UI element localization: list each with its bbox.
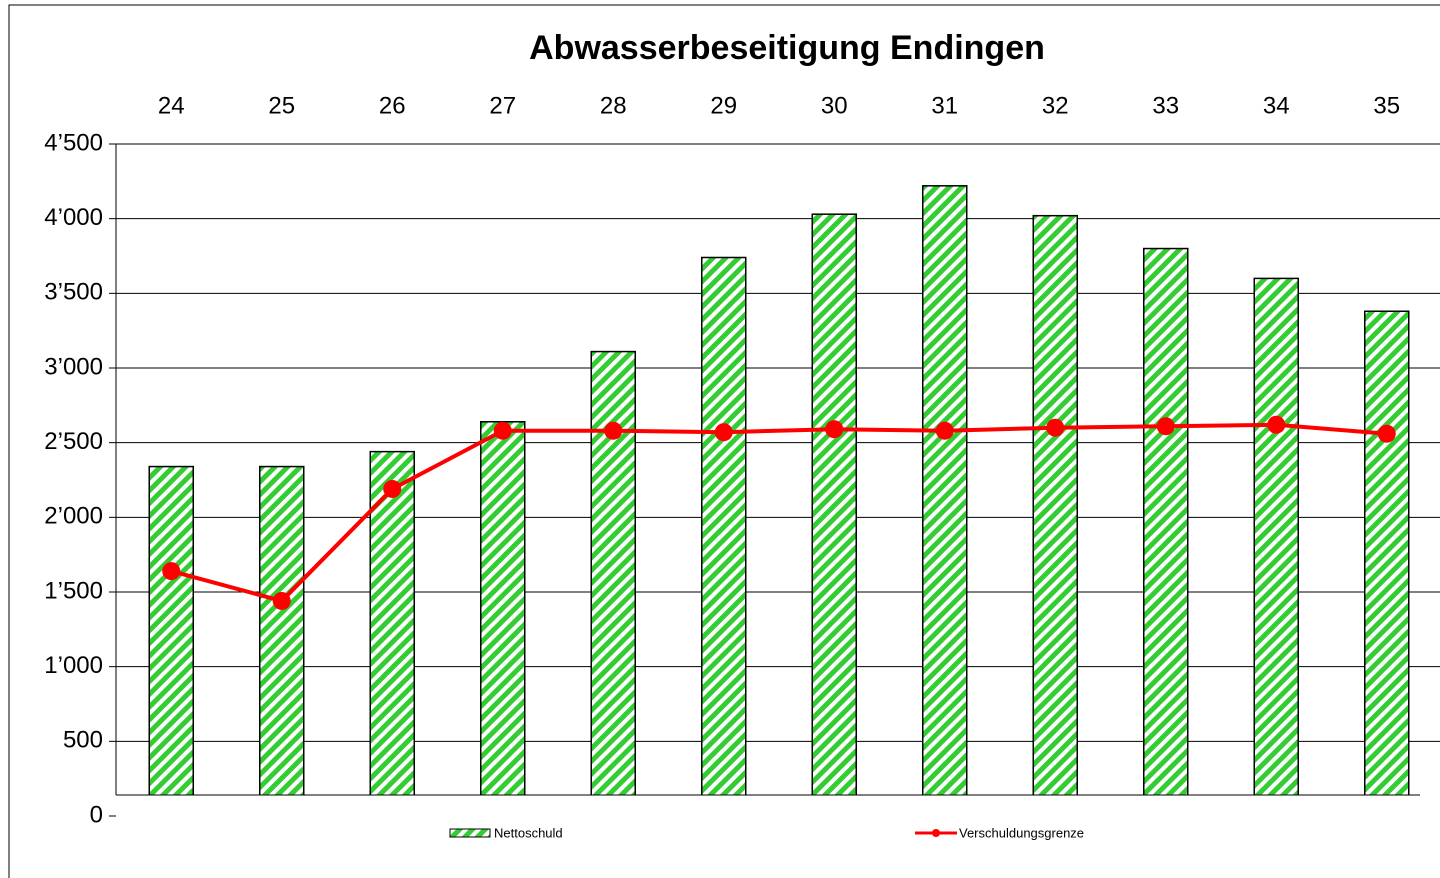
y-tick-label: 0 <box>90 801 103 828</box>
line-marker <box>714 423 733 442</box>
plot-area <box>116 143 1440 795</box>
x-tick-label: 31 <box>931 92 958 119</box>
x-tick-label: 24 <box>158 92 185 119</box>
bar <box>811 213 857 795</box>
line-marker <box>1156 417 1175 436</box>
x-tick-label: 25 <box>268 92 295 119</box>
y-tick-label: 1’500 <box>44 577 103 604</box>
x-tick-label: 35 <box>1373 92 1400 119</box>
y-tick-label: 3’000 <box>44 353 103 380</box>
line-marker <box>825 420 844 439</box>
line-marker <box>1267 415 1286 434</box>
x-tick-label: 33 <box>1152 92 1179 119</box>
y-tick-label: 500 <box>63 727 103 754</box>
line-marker <box>1377 424 1396 443</box>
chart-title: Abwasserbeseitigung Endingen <box>529 29 1045 67</box>
x-tick-label: 27 <box>489 92 516 119</box>
bar <box>148 465 194 795</box>
bar <box>1032 214 1078 795</box>
bar <box>369 450 415 795</box>
chart-border <box>8 4 1440 878</box>
x-tick-label: 28 <box>600 92 627 119</box>
y-tick-label: 2’500 <box>44 428 103 455</box>
y-tick-label: 4’500 <box>44 129 103 156</box>
bar <box>922 185 968 795</box>
line-marker <box>935 421 954 440</box>
y-tick-label: 2’000 <box>44 503 103 530</box>
line <box>170 422 1387 604</box>
x-tick-label: 30 <box>821 92 848 119</box>
line-marker <box>383 479 402 498</box>
line-marker <box>604 421 623 440</box>
legend-marker <box>932 829 940 837</box>
x-tick-label: 32 <box>1042 92 1069 119</box>
y-tick-label: 3’500 <box>44 279 103 306</box>
bar <box>590 350 636 795</box>
bar <box>1364 310 1410 795</box>
y-tick-label: 4’000 <box>44 204 103 231</box>
x-tick-label: 34 <box>1263 92 1290 119</box>
x-tick-label: 26 <box>379 92 406 119</box>
legend-label: Nettoschuld <box>494 825 563 840</box>
legend-swatch <box>449 828 491 838</box>
line-marker <box>272 591 291 610</box>
line-marker <box>162 562 181 581</box>
legend-label: Verschuldungsgrenze <box>959 825 1084 840</box>
x-tick-label: 29 <box>710 92 737 119</box>
bar <box>1143 247 1189 795</box>
line-marker <box>1046 418 1065 437</box>
bar <box>1253 277 1299 795</box>
bar <box>480 421 526 795</box>
line-marker <box>493 421 512 440</box>
y-tick-label: 1’000 <box>44 652 103 679</box>
bar <box>259 465 305 795</box>
bar <box>701 256 747 795</box>
